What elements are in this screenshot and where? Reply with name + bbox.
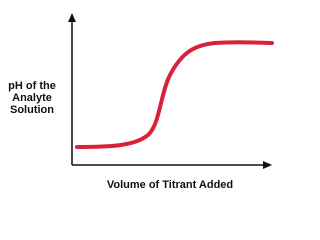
y-axis-label-line: Analyte (12, 92, 52, 104)
y-axis-label-line: pH of the (8, 80, 56, 92)
titration-curve (75, 40, 274, 149)
x-axis-label: Volume of Titrant Added (107, 179, 233, 191)
y-axis-label-line: Solution (10, 104, 54, 116)
x-axis-arrow (263, 161, 272, 169)
titration-diagram: pH of the Analyte Solution Volume of Tit… (8, 13, 274, 191)
y-axis-arrow (68, 13, 76, 22)
page: pH of the Analyte Solution Volume of Tit… (8, 13, 274, 191)
